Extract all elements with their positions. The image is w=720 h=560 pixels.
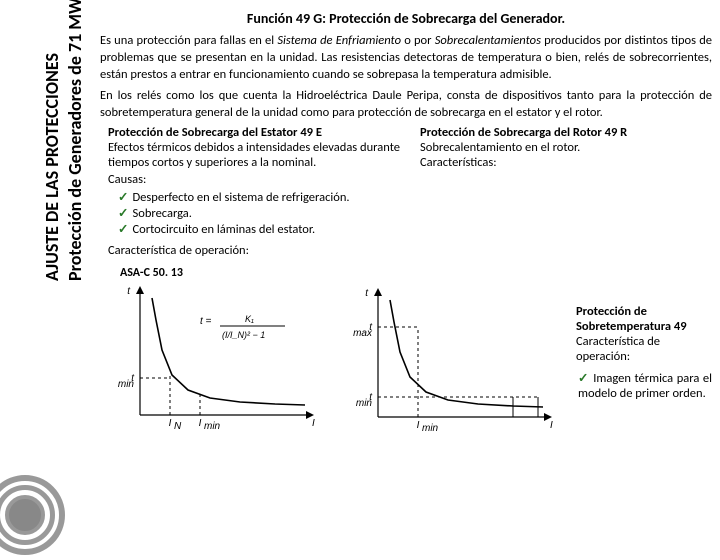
svg-text:I: I	[199, 418, 202, 429]
svg-text:t =: t =	[200, 316, 212, 327]
chart1-wrap: ASA-C 50. 13 tIINImintmint =K₁(I/I_N)² −…	[100, 264, 320, 430]
causa-item: Cortocircuito en láminas del estator.	[118, 221, 712, 237]
temp49-block: Protección de Sobretemperatura 49 Caract…	[576, 264, 712, 401]
estator-body: Efectos térmicos debidos a intensidades …	[108, 140, 400, 170]
svg-text:t: t	[365, 288, 369, 299]
rotor-char: Características:	[420, 155, 712, 170]
svg-text:min: min	[204, 421, 221, 430]
causas-list: Desperfecto en el sistema de refrigeraci…	[100, 189, 712, 237]
svg-text:min: min	[118, 379, 135, 390]
svg-text:K₁: K₁	[245, 314, 254, 324]
estator-title: Protección de Sobrecarga del Estator 49 …	[108, 125, 400, 140]
sidebar-title-1: AJUSTE DE LAS PROTECCIONES	[41, 53, 63, 281]
causas-label: Causas:	[100, 172, 712, 187]
svg-text:I: I	[312, 418, 315, 429]
description-2: En los relés como los que cuenta la Hidr…	[100, 88, 712, 122]
col-rotor: Protección de Sobrecarga del Rotor 49 R …	[420, 125, 712, 170]
svg-text:min: min	[356, 398, 373, 409]
rotor-body: Sobrecalentamiento en el rotor.	[420, 140, 712, 155]
temp49-char: Característica de operación:	[576, 334, 712, 364]
rotor-title: Protección de Sobrecarga del Rotor 49 R	[420, 125, 712, 140]
two-column: Protección de Sobrecarga del Estator 49 …	[100, 125, 712, 170]
svg-text:t: t	[127, 286, 131, 297]
description-1: Es una protección para fallas en el Sist…	[100, 33, 712, 84]
causa-item: Sobrecarga.	[118, 205, 712, 221]
corner-decoration	[0, 470, 70, 560]
svg-text:min: min	[422, 423, 439, 432]
svg-text:I: I	[550, 420, 553, 431]
chart1-label: ASA-C 50. 13	[120, 266, 320, 280]
chart2: tItmaxtminImin	[338, 282, 558, 432]
chart-row: ASA-C 50. 13 tIINImintmint =K₁(I/I_N)² −…	[100, 264, 712, 432]
page-title: Función 49 G: Protección de Sobrecarga d…	[100, 10, 712, 27]
main-content: Función 49 G: Protección de Sobrecarga d…	[100, 10, 712, 432]
svg-text:I: I	[169, 418, 172, 429]
svg-text:(I/I_N)² − 1: (I/I_N)² − 1	[222, 330, 265, 340]
svg-text:max: max	[353, 328, 373, 339]
sidebar: AJUSTE DE LAS PROTECCIONES Protección de…	[0, 0, 100, 540]
svg-text:N: N	[174, 421, 182, 430]
chart1: tIINImintmint =K₁(I/I_N)² − 1	[100, 280, 320, 430]
chart2-wrap: tItmaxtminImin	[338, 264, 558, 432]
causa-item: Desperfecto en el sistema de refrigeraci…	[118, 189, 712, 205]
temp49-title: Protección de Sobretemperatura 49	[576, 304, 712, 334]
col-estator: Protección de Sobrecarga del Estator 49 …	[100, 125, 400, 170]
op-char-label: Característica de operación:	[100, 243, 712, 258]
sidebar-title-2: Protección de Generadores de 71 MW	[64, 0, 86, 281]
temp49-bullet: Imagen térmica para el modelo de primer …	[578, 370, 712, 401]
svg-text:I: I	[417, 420, 420, 431]
